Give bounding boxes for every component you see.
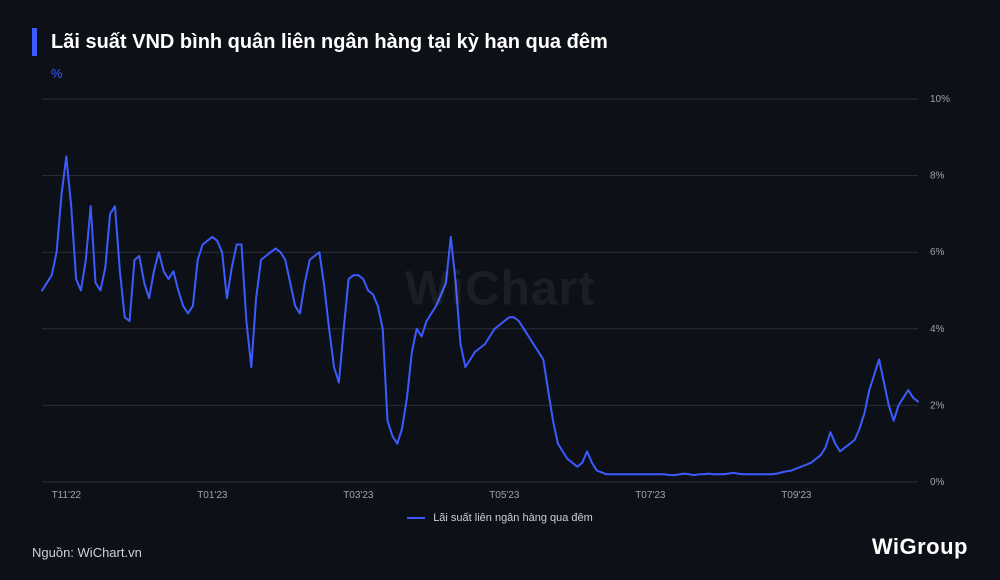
chart-area: WiChart 0%2%4%6%8%10%T11'22T01'23T03'23T… — [32, 89, 968, 506]
svg-text:6%: 6% — [930, 247, 945, 258]
svg-text:T03'23: T03'23 — [343, 490, 374, 501]
chart-subtitle: % — [51, 66, 968, 81]
chart-title-row: Lãi suất VND bình quân liên ngân hàng tạ… — [32, 28, 968, 56]
brand-logo: WiGroup — [872, 534, 968, 560]
svg-text:10%: 10% — [930, 94, 950, 105]
svg-text:4%: 4% — [930, 324, 945, 335]
svg-text:T05'23: T05'23 — [489, 490, 520, 501]
chart-title: Lãi suất VND bình quân liên ngân hàng tạ… — [51, 31, 608, 54]
chart-legend: Lãi suất liên ngân hàng qua đêm — [32, 512, 968, 524]
svg-text:T01'23: T01'23 — [197, 490, 228, 501]
legend-label: Lãi suất liên ngân hàng qua đêm — [433, 512, 593, 524]
brand-text: WiGroup — [872, 534, 968, 559]
svg-text:2%: 2% — [930, 400, 945, 411]
legend-swatch — [407, 517, 425, 519]
svg-text:T07'23: T07'23 — [635, 490, 666, 501]
line-chart: 0% 2% 4% 6% 8% 10% T11'22 T01'23 T03'23 T05'23 T07… — [32, 89, 968, 506]
svg-text:T09'23: T09'23 — [781, 490, 812, 501]
source-label: Nguồn: WiChart.vn — [32, 545, 142, 560]
svg-text:8%: 8% — [930, 171, 945, 182]
title-accent-bar — [32, 28, 37, 56]
svg-text:T11'22: T11'22 — [52, 490, 82, 501]
svg-text:0%: 0% — [930, 477, 945, 488]
